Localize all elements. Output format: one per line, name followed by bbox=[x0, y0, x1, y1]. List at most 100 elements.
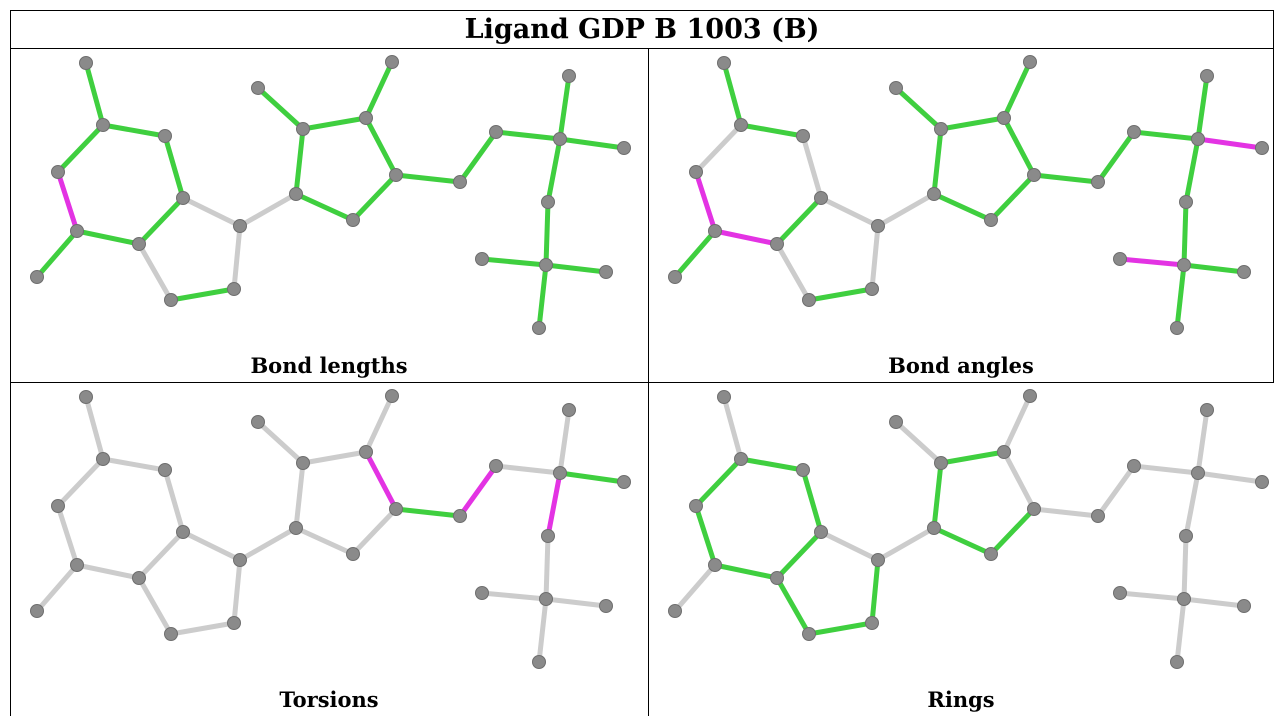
atom bbox=[1023, 55, 1037, 69]
bond bbox=[168, 286, 237, 303]
bond bbox=[543, 262, 609, 275]
atom bbox=[346, 213, 360, 227]
bond bbox=[543, 533, 551, 602]
bond bbox=[180, 529, 243, 563]
atom bbox=[934, 456, 948, 470]
atom bbox=[79, 390, 93, 404]
atom bbox=[70, 224, 84, 238]
atom bbox=[708, 224, 722, 238]
atom bbox=[1027, 502, 1041, 516]
atom bbox=[1113, 586, 1127, 600]
atom bbox=[164, 627, 178, 641]
bond bbox=[1195, 470, 1265, 485]
atom bbox=[158, 129, 172, 143]
bond bbox=[869, 223, 881, 292]
bond bbox=[800, 133, 824, 201]
bond bbox=[738, 456, 806, 473]
bond bbox=[712, 228, 780, 247]
page-title: Ligand GDP B 1003 (B) bbox=[464, 14, 820, 45]
bond bbox=[457, 463, 499, 519]
bond bbox=[1131, 463, 1201, 476]
bond bbox=[557, 136, 627, 151]
atom bbox=[385, 55, 399, 69]
bond bbox=[988, 506, 1037, 557]
bond bbox=[83, 60, 106, 128]
bond bbox=[493, 463, 563, 476]
bond bbox=[1181, 262, 1247, 275]
atom bbox=[132, 237, 146, 251]
bond bbox=[721, 60, 744, 128]
atom bbox=[1127, 125, 1141, 139]
atom bbox=[227, 282, 241, 296]
atom bbox=[1023, 389, 1037, 403]
bond bbox=[457, 129, 499, 185]
atom bbox=[668, 270, 682, 284]
bond bbox=[774, 575, 812, 637]
atom bbox=[1255, 141, 1269, 155]
bond bbox=[293, 525, 356, 557]
atom bbox=[814, 525, 828, 539]
bond bbox=[1195, 407, 1210, 476]
atom bbox=[30, 604, 44, 618]
atom bbox=[1170, 321, 1184, 335]
bond bbox=[536, 262, 549, 331]
atom bbox=[389, 502, 403, 516]
bond bbox=[300, 449, 369, 466]
bond bbox=[543, 596, 609, 609]
bond bbox=[34, 562, 80, 614]
bond bbox=[493, 129, 563, 142]
bond bbox=[543, 199, 551, 268]
atom bbox=[553, 132, 567, 146]
bond bbox=[1031, 172, 1101, 185]
bond bbox=[393, 172, 463, 185]
bond bbox=[293, 126, 306, 197]
atom bbox=[489, 125, 503, 139]
bond bbox=[237, 191, 299, 229]
bond bbox=[1174, 596, 1187, 665]
bond bbox=[363, 449, 399, 512]
atom bbox=[51, 165, 65, 179]
bond bbox=[774, 195, 824, 247]
bond bbox=[1183, 470, 1201, 539]
atom bbox=[453, 509, 467, 523]
bond bbox=[1001, 449, 1037, 512]
atom bbox=[871, 553, 885, 567]
atom bbox=[934, 122, 948, 136]
table-border-title bbox=[10, 48, 1274, 49]
atom bbox=[475, 252, 489, 266]
atom bbox=[599, 599, 613, 613]
atom bbox=[289, 521, 303, 535]
atom bbox=[553, 466, 567, 480]
atom bbox=[296, 122, 310, 136]
bond bbox=[237, 525, 299, 563]
bond bbox=[738, 122, 806, 139]
atom bbox=[1170, 655, 1184, 669]
bond bbox=[1117, 256, 1187, 268]
atom bbox=[796, 129, 810, 143]
bond bbox=[363, 393, 395, 455]
molecule-torsions bbox=[30, 389, 631, 669]
atom bbox=[251, 81, 265, 95]
atom bbox=[51, 499, 65, 513]
bond bbox=[55, 122, 106, 175]
atom bbox=[158, 463, 172, 477]
bond bbox=[721, 394, 744, 462]
bond bbox=[136, 575, 174, 637]
atom bbox=[79, 56, 93, 70]
bond bbox=[350, 506, 399, 557]
atom bbox=[770, 571, 784, 585]
bond bbox=[55, 456, 106, 509]
bond bbox=[168, 620, 237, 637]
bond bbox=[55, 169, 80, 234]
atom bbox=[802, 627, 816, 641]
atom bbox=[927, 521, 941, 535]
atom bbox=[385, 389, 399, 403]
atom bbox=[539, 592, 553, 606]
bond bbox=[74, 562, 142, 581]
bond bbox=[931, 460, 944, 531]
bond bbox=[136, 529, 186, 581]
bond bbox=[136, 241, 174, 303]
atom bbox=[997, 111, 1011, 125]
bond bbox=[693, 122, 744, 175]
caption-torsions: Torsions bbox=[279, 687, 379, 712]
